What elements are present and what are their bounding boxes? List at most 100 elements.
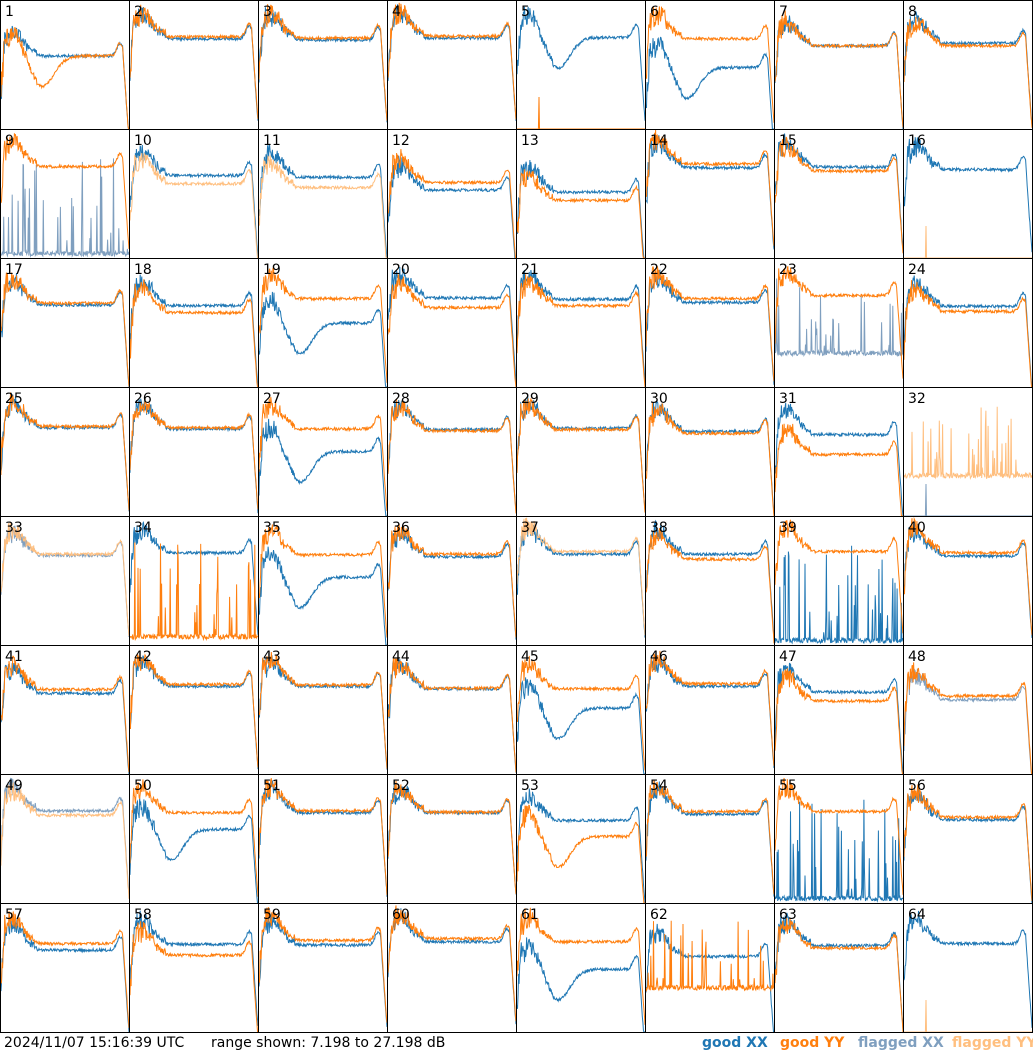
panel-13-yy-line xyxy=(516,169,645,259)
panel-57-xx-line xyxy=(0,917,130,1033)
panel-48-xx-line xyxy=(903,668,1032,775)
panel-6: 6 xyxy=(645,4,775,130)
panel-45: 45 xyxy=(516,649,646,775)
panel-52-yy-line xyxy=(387,780,517,895)
panel-60-yy-line xyxy=(387,905,517,1022)
panel-5-label: 5 xyxy=(521,4,530,20)
panel-55: 55 xyxy=(774,777,904,903)
panel-43-yy-line xyxy=(258,651,388,769)
panel-17: 17 xyxy=(0,262,130,388)
panel-42-xx-line xyxy=(129,655,259,770)
panel-24-xx-line xyxy=(903,275,1033,388)
panel-19-yy-line xyxy=(258,267,388,383)
panel-58-label: 58 xyxy=(134,907,152,923)
panel-6-label: 6 xyxy=(650,4,659,20)
panel-39: 39 xyxy=(774,519,904,645)
panel-58-yy-line xyxy=(129,921,259,1033)
panel-3-xx-line xyxy=(258,7,388,123)
panel-31-yy-line xyxy=(774,423,903,517)
panel-27-xx-line xyxy=(258,418,387,517)
panel-32-yy-line xyxy=(903,406,1033,481)
panel-18-xx-line xyxy=(129,274,259,388)
panel-9: 9 xyxy=(0,133,130,258)
panel-25: 25 xyxy=(0,391,130,512)
panel-13-xx-line xyxy=(516,159,645,259)
legend-good-yy: good YY xyxy=(780,1035,845,1051)
panel-36-label: 36 xyxy=(392,520,410,536)
panel-35: 35 xyxy=(258,520,388,646)
panel-48: 48 xyxy=(903,649,1033,775)
panel-36-yy-line xyxy=(387,524,517,638)
panel-43-label: 43 xyxy=(263,649,281,665)
panel-50-yy-line xyxy=(129,779,259,897)
panel-29-xx-line xyxy=(516,395,646,512)
panel-31: 31 xyxy=(774,391,904,517)
panel-29-label: 29 xyxy=(521,391,539,407)
panel-37-xx-line xyxy=(516,520,646,638)
panel-32-label: 32 xyxy=(908,391,926,407)
panel-27: 27 xyxy=(258,391,388,517)
panel-21-yy-line xyxy=(516,274,646,388)
panel-1: 1 xyxy=(0,4,129,130)
panel-24-label: 24 xyxy=(908,262,926,278)
panel-38-label: 38 xyxy=(650,520,668,536)
panel-51: 51 xyxy=(258,778,388,897)
panel-22-yy-line xyxy=(645,265,775,382)
panel-26-yy-line xyxy=(129,398,259,510)
timestamp-label: 2024/11/07 15:16:39 UTC xyxy=(4,1035,185,1051)
panel-50: 50 xyxy=(129,778,259,904)
panel-5-yy-line xyxy=(517,96,645,130)
panel-34: 34 xyxy=(129,520,259,642)
panel-48-label: 48 xyxy=(908,649,926,665)
panel-58: 58 xyxy=(129,907,259,1033)
panel-53-yy-line xyxy=(516,804,645,904)
panel-15-xx-line xyxy=(774,133,904,250)
panel-1-label: 1 xyxy=(5,4,14,20)
panel-10: 10 xyxy=(129,133,259,259)
panel-43: 43 xyxy=(258,649,388,770)
panel-32: 32 xyxy=(903,391,1033,517)
panel-9-label: 9 xyxy=(5,133,14,149)
panel-14-yy-line xyxy=(645,129,775,246)
panel-8: 8 xyxy=(903,4,1033,128)
panel-14-label: 14 xyxy=(650,133,668,149)
panel-32-xx-line xyxy=(904,483,1032,517)
panel-2-yy-line xyxy=(129,4,259,120)
panel-4: 4 xyxy=(387,2,517,121)
panel-14-xx-line xyxy=(645,135,775,250)
panel-42-label: 42 xyxy=(134,649,152,665)
panel-50-label: 50 xyxy=(134,778,152,794)
panel-12-xx-line xyxy=(387,155,516,259)
panel-28: 28 xyxy=(387,391,517,514)
panel-11-label: 11 xyxy=(263,133,281,149)
panel-38-xx-line xyxy=(645,519,775,639)
panel-48-yy-line xyxy=(903,662,1033,775)
panel-35-yy-line xyxy=(258,524,388,638)
panel-41-xx-line xyxy=(0,662,130,775)
panel-5-xx-line xyxy=(516,6,646,121)
panel-41-label: 41 xyxy=(5,649,23,665)
panel-42: 42 xyxy=(129,649,259,770)
panel-54-yy-line xyxy=(645,779,775,895)
panel-63: 63 xyxy=(774,907,904,1033)
panel-16-yy-line xyxy=(904,225,1032,259)
panel-63-label: 63 xyxy=(779,907,797,923)
panel-29-yy-line xyxy=(516,397,646,513)
panel-38-yy-line xyxy=(645,528,775,644)
panel-21-label: 21 xyxy=(521,262,539,278)
panel-60-label: 60 xyxy=(392,907,410,923)
panel-6-xx-line xyxy=(645,36,774,130)
legend-flagged-xx: flagged XX xyxy=(858,1035,944,1051)
panel-16: 16 xyxy=(903,133,1033,259)
panel-47-yy-line xyxy=(774,668,903,775)
panel-17-xx-line xyxy=(0,272,130,388)
panel-27-yy-line xyxy=(258,396,388,512)
panel-44-label: 44 xyxy=(392,649,410,665)
panel-45-xx-line xyxy=(516,677,645,775)
panel-61-label: 61 xyxy=(521,907,539,923)
panel-52-xx-line xyxy=(387,780,517,895)
panel-21-xx-line xyxy=(516,269,646,382)
panel-60-xx-line xyxy=(387,908,517,1025)
panel-8-label: 8 xyxy=(908,4,917,20)
panel-35-label: 35 xyxy=(263,520,281,536)
